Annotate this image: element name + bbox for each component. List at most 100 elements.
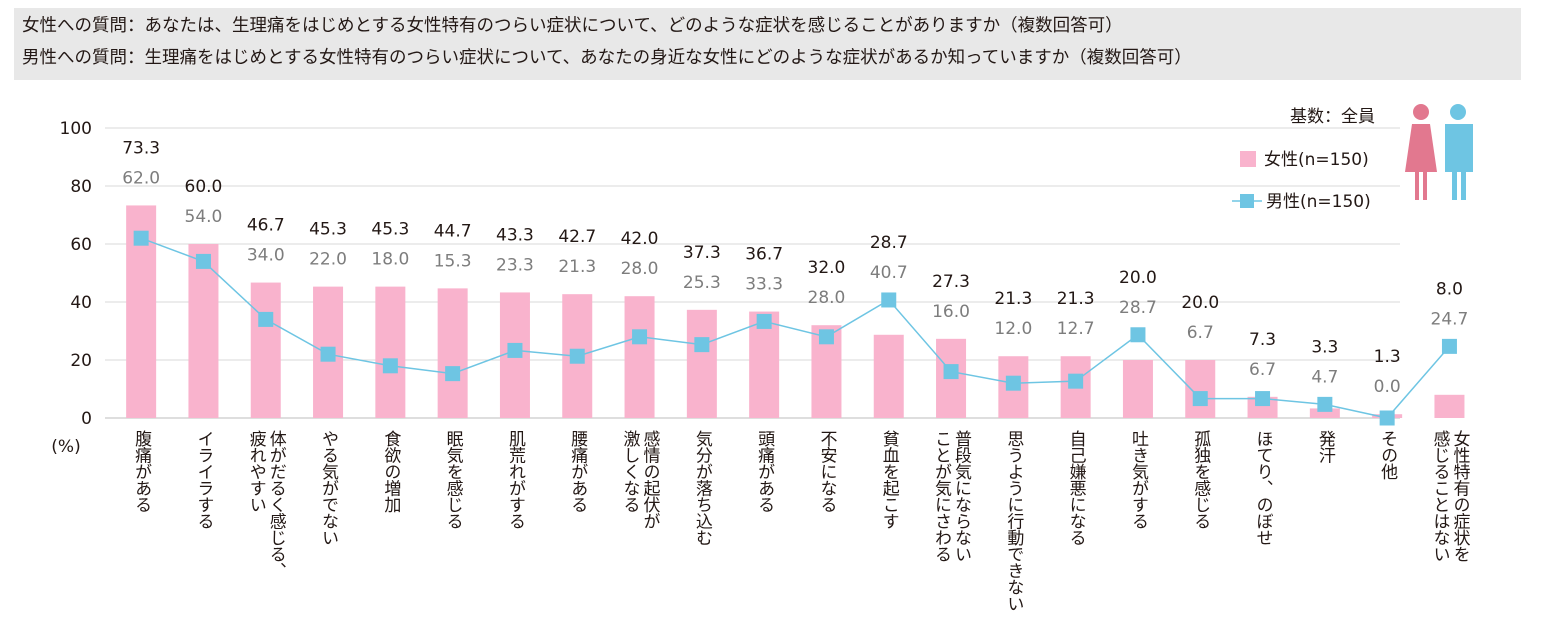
category-label: 思うように行動できない [1003,430,1024,612]
category-label: ことが気にさわる [931,430,952,562]
male-value-label: 28.0 [621,259,659,279]
category-label: イライラする [193,430,213,529]
male-marker [1192,391,1208,407]
male-marker [1005,375,1021,391]
y-axis-unit: (%) [51,437,80,457]
male-marker [1441,338,1457,354]
male-marker [382,358,398,374]
category-label: 孤独を感じる [1190,430,1211,529]
female-bar [686,309,717,418]
female-bar [437,288,468,418]
male-value-label: 15.3 [434,251,472,271]
category-label: その他 [1377,430,1398,480]
male-marker [632,329,648,345]
male-value-label: 16.0 [932,302,970,322]
male-marker [1255,391,1271,407]
female-value-label: 46.7 [247,216,285,236]
male-figure-icon [1445,104,1473,200]
male-value-label: 0.0 [1374,377,1401,397]
category-label: ほてり、のぼせ [1253,430,1274,546]
base-note: 基数：全員 [1290,107,1375,127]
female-value-label: 3.3 [1311,337,1338,357]
female-value-label: 21.3 [994,289,1032,309]
male-value-label: 28.0 [808,288,846,308]
male-marker [569,348,585,364]
category-label: 頭痛がある [754,430,775,513]
legend-female-swatch [1240,151,1256,167]
female-value-label: 37.3 [683,243,721,263]
female-bar [1434,394,1465,418]
male-marker [507,342,523,358]
category-label: 発汗 [1315,430,1336,464]
male-value-label: 12.0 [994,319,1032,339]
male-value-label: 62.0 [122,168,160,188]
female-bar [250,282,281,418]
category-label: 普段気にならない [951,430,972,562]
y-tick-label: 80 [70,177,92,197]
male-value-label: 6.7 [1187,323,1214,343]
category-label: 肌荒れがする [505,430,526,529]
male-value-label: 54.0 [185,207,223,227]
male-value-label: 22.0 [309,250,347,270]
male-series-line [140,237,1451,419]
female-value-label: 42.7 [558,227,596,247]
category-label: 食欲の増加 [380,430,401,513]
female-bar [749,311,780,418]
female-bar [375,286,406,418]
male-marker [881,292,897,308]
male-value-label: 4.7 [1311,367,1338,387]
female-value-label: 20.0 [1119,268,1157,288]
category-label: 自己嫌悪になる [1066,430,1087,546]
male-marker [1317,396,1333,412]
male-value-label: 24.7 [1431,309,1469,329]
male-value-label: 6.7 [1249,360,1276,380]
female-value-label: 45.3 [371,220,409,240]
y-tick-label: 20 [70,351,92,371]
category-label: 気分が落ち込む [692,430,713,546]
male-question: 男性への質問：生理痛をはじめとする女性特有のつらい症状について、あなたの身近な女… [22,48,1192,68]
male-marker [943,364,959,380]
female-bar [624,296,655,418]
female-value-label: 28.7 [870,233,908,253]
category-label: 感情の起伏が [640,430,661,529]
legend-male-marker [1240,194,1254,208]
male-marker [258,311,274,327]
male-marker [694,337,710,353]
male-marker [133,230,149,246]
male-value-label: 40.7 [870,263,908,283]
female-value-label: 60.0 [185,177,223,197]
category-label: 不安になる [816,430,837,513]
male-value-label: 23.3 [496,255,534,275]
male-value-label: 25.3 [683,273,721,293]
female-question: 女性への質問：あなたは、生理痛をはじめとする女性特有のつらい症状について、どのよ… [22,16,1123,36]
category-label: 吐き気がする [1128,430,1149,529]
female-bar [1122,360,1153,418]
male-value-label: 33.3 [745,275,783,295]
female-value-label: 21.3 [1057,289,1095,309]
male-value-label: 21.3 [558,257,596,277]
female-figure-icon [1405,104,1437,200]
male-marker [1379,410,1395,426]
female-bar [188,244,219,418]
male-marker [320,346,336,362]
y-tick-label: 40 [70,293,92,313]
female-value-label: 32.0 [808,258,846,278]
female-bar [1185,360,1216,418]
category-label: やる気がでない [318,430,339,546]
male-marker [818,329,834,345]
question-header: 女性への質問：あなたは、生理痛をはじめとする女性特有のつらい症状について、どのよ… [14,8,1521,80]
female-bar [873,334,904,418]
category-label: 体がだるく感じる、 [266,430,287,579]
male-marker [445,366,461,382]
category-label: 女性特有の症状を [1449,430,1470,562]
male-marker [1068,373,1084,389]
legend-male-label: 男性(n=150) [1266,192,1371,212]
female-value-label: 44.7 [434,221,472,241]
male-marker [195,253,211,269]
y-tick-label: 60 [70,235,92,255]
male-marker [1130,327,1146,343]
female-value-label: 27.3 [932,272,970,292]
legend-female-label: 女性(n=150) [1264,150,1369,170]
male-value-label: 12.7 [1057,319,1095,339]
